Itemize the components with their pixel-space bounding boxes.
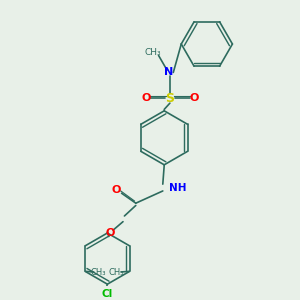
Text: CH₃: CH₃ [108, 268, 124, 277]
Text: S: S [165, 92, 174, 104]
Text: O: O [189, 93, 199, 103]
Text: CH₃: CH₃ [145, 48, 161, 57]
Text: O: O [111, 185, 121, 195]
Text: NH: NH [169, 183, 187, 193]
Text: CH₃: CH₃ [91, 268, 106, 277]
Text: N: N [164, 68, 173, 77]
Text: O: O [106, 228, 115, 238]
Text: Cl: Cl [102, 289, 113, 299]
Text: O: O [141, 93, 150, 103]
